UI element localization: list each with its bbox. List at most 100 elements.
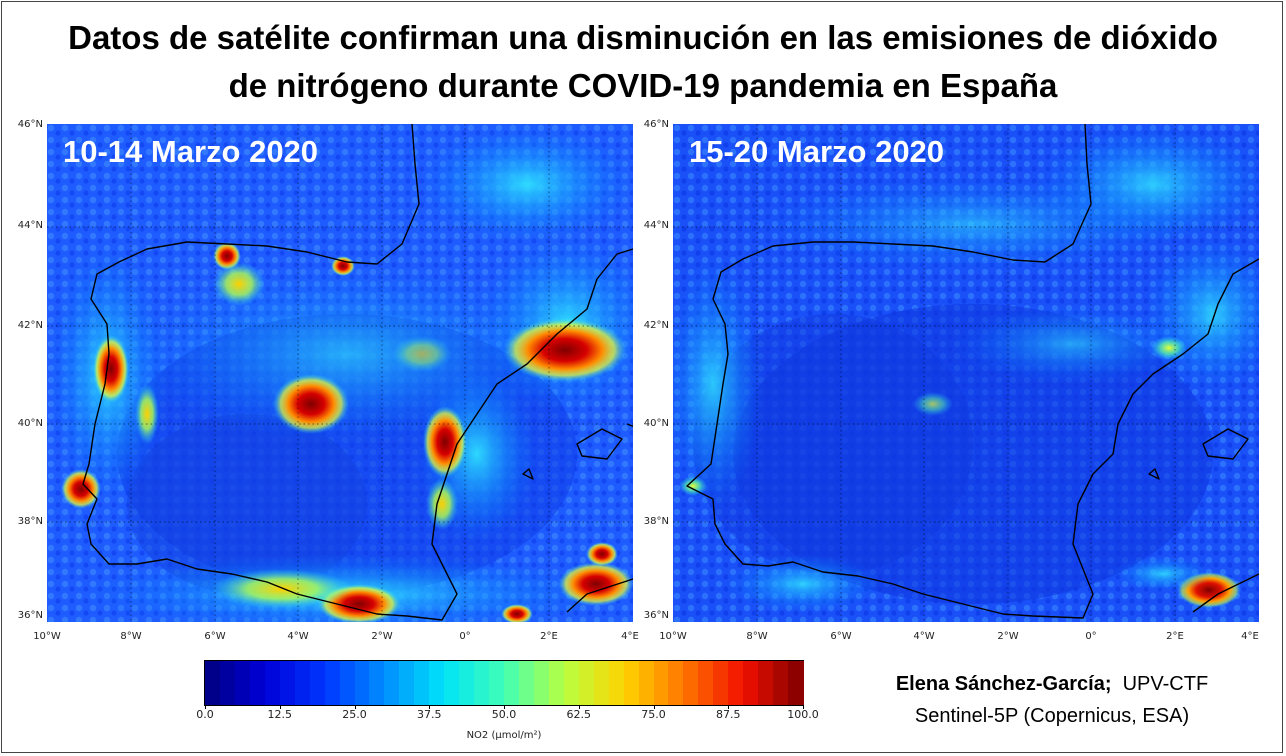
colorbar-tick-mark — [803, 705, 804, 709]
colorbar-tick-label: 75.0 — [641, 708, 666, 721]
colorbar-segment — [504, 661, 520, 705]
map-period-label-after: 15-20 Marzo 2020 — [689, 134, 945, 169]
colorbar-segment — [608, 661, 625, 705]
colorbar-segment — [279, 661, 296, 705]
colorbar-segment — [369, 661, 385, 705]
colorbar-tick-label: 12.5 — [267, 708, 293, 721]
lat-tick: 38°N — [643, 516, 669, 527]
colorbar-tick-label: 62.5 — [566, 708, 592, 721]
colorbar-segment — [384, 661, 400, 705]
lat-tick: 44°N — [17, 220, 43, 231]
colorbar-segment — [728, 661, 744, 705]
colorbar-tick-label: 25.0 — [342, 708, 367, 721]
colorbar-tick-mark — [578, 705, 580, 709]
lon-tick: 2°E — [540, 631, 558, 642]
colorbar-tick-mark — [653, 705, 655, 709]
lat-tick: 46°N — [17, 119, 43, 130]
colorbar-tick-mark — [429, 705, 431, 709]
colorbar-segment — [593, 661, 610, 705]
lat-tick: 40°N — [17, 418, 43, 429]
lon-tick: 8°W — [120, 631, 142, 642]
lon-tick: 2°W — [997, 631, 1019, 642]
lat-tick: 46°N — [643, 119, 669, 130]
lon-tick: 8°W — [746, 631, 768, 642]
title-line-2: de nitrógeno durante COVID-19 pandemia e… — [228, 67, 1058, 104]
colorbar-segment — [354, 661, 371, 705]
colorbar-tick-label: 37.5 — [417, 708, 442, 721]
colorbar — [204, 660, 804, 706]
colorbar-segment — [713, 661, 729, 705]
lon-tick: 2°W — [371, 631, 393, 642]
colorbar-segment — [548, 661, 565, 705]
colorbar-segment — [399, 661, 415, 705]
lat-tick: 36°N — [17, 610, 43, 621]
colorbar-segment — [234, 661, 251, 705]
colorbar-segment — [444, 661, 460, 705]
colorbar-segment — [429, 661, 445, 705]
credit-author-line: Elena Sánchez-García; UPV-CTF — [852, 668, 1252, 700]
colorbar-tick-mark — [279, 705, 281, 709]
colorbar-segment — [518, 661, 535, 705]
colorbar-segment — [578, 661, 595, 705]
colorbar-segment — [788, 661, 804, 705]
lon-tick: 4°E — [621, 631, 639, 642]
lon-tick: 6°W — [204, 631, 226, 642]
colorbar-segment — [474, 661, 490, 705]
colorbar-segment — [743, 661, 759, 705]
colorbar-segment — [249, 661, 266, 705]
colorbar-segment — [339, 661, 356, 705]
figure-title: Datos de satélite confirman una disminuc… — [0, 14, 1286, 110]
colorbar-segment — [264, 661, 281, 705]
colorbar-tick-mark — [354, 705, 356, 709]
lat-tick: 42°N — [17, 320, 43, 331]
credit-source: Sentinel-5P (Copernicus, ESA) — [914, 705, 1190, 727]
colorbar-segment — [219, 661, 236, 705]
lon-tick: 2°E — [1166, 631, 1184, 642]
colorbar-tick-label: 50.0 — [491, 708, 517, 721]
lon-tick: 4°W — [913, 631, 935, 642]
lat-tick: 38°N — [17, 516, 43, 527]
lon-tick: 4°W — [287, 631, 309, 642]
colorbar-segment — [773, 661, 789, 705]
lat-tick: 44°N — [643, 220, 669, 231]
credit-block: Elena Sánchez-García; UPV-CTF Sentinel-5… — [852, 668, 1252, 732]
credit-affiliation: UPV-CTF — [1122, 673, 1209, 695]
colorbar-segment — [638, 661, 655, 705]
colorbar-segment — [294, 661, 311, 705]
colorbar-tick-mark — [205, 705, 206, 709]
colorbar-tick-mark — [504, 705, 505, 709]
no2-map-before — [47, 124, 633, 622]
colorbar-segment — [698, 661, 714, 705]
lat-tick: 40°N — [643, 418, 669, 429]
lat-tick: 42°N — [643, 320, 669, 331]
credit-author: Elena Sánchez-García; — [895, 673, 1112, 695]
lon-tick: 4°E — [1241, 631, 1259, 642]
colorbar-segment — [623, 661, 640, 705]
colorbar-segment — [683, 661, 699, 705]
colorbar-tick-mark — [728, 705, 730, 709]
colorbar-segment — [309, 661, 326, 705]
colorbar-segment — [459, 661, 475, 705]
colorbar-tick-label: 87.5 — [716, 708, 741, 721]
colorbar-segment — [653, 661, 670, 705]
colorbar-tick-label: 0.0 — [196, 708, 214, 721]
colorbar-segment — [758, 661, 774, 705]
colorbar-label: NO2 (μmol/m²) — [466, 730, 542, 741]
lon-tick: 10°W — [33, 631, 61, 642]
no2-map-after — [673, 124, 1259, 622]
lon-tick: 6°W — [830, 631, 852, 642]
colorbar-segment — [533, 661, 550, 705]
lon-tick: 0° — [459, 631, 471, 642]
colorbar-segment — [489, 661, 505, 705]
lon-tick: 0° — [1085, 631, 1097, 642]
map-period-label-before: 10-14 Marzo 2020 — [63, 134, 319, 169]
lat-tick: 36°N — [643, 610, 669, 621]
title-line-1: Datos de satélite confirman una disminuc… — [68, 19, 1218, 56]
colorbar-tick-label: 100.0 — [787, 708, 819, 721]
lon-tick: 10°W — [659, 631, 687, 642]
colorbar-segment — [205, 661, 221, 705]
colorbar-segment — [563, 661, 580, 705]
colorbar-segment — [414, 661, 430, 705]
map-panel-after: 15-20 Marzo 2020 — [673, 124, 1259, 622]
